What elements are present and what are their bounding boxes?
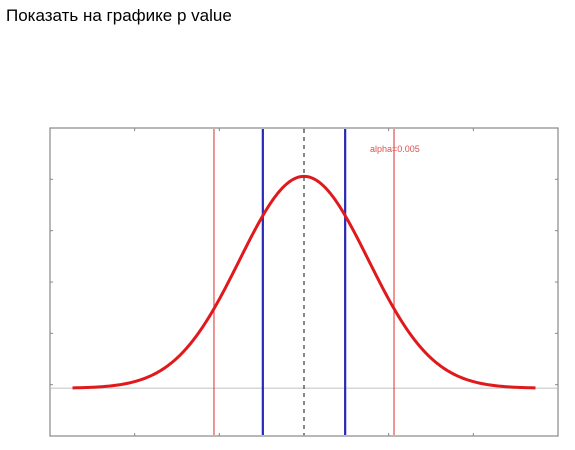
alpha-annotation: alpha=0.005	[370, 144, 420, 154]
density-curve	[72, 174, 536, 390]
page-title: Показать на графике p value	[6, 6, 232, 25]
vertical-lines	[213, 129, 395, 435]
